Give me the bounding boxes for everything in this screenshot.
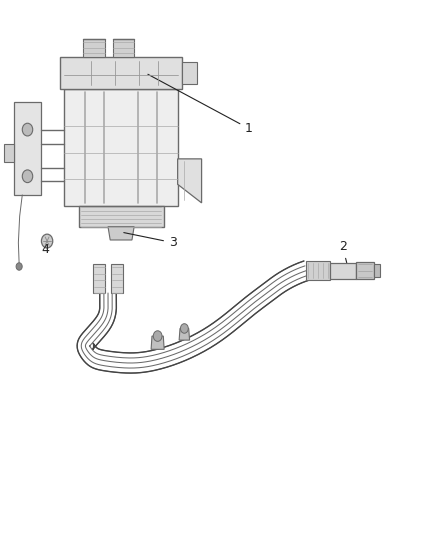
Circle shape (180, 324, 188, 333)
Polygon shape (93, 264, 106, 293)
Polygon shape (356, 262, 374, 279)
Polygon shape (113, 38, 134, 57)
Text: 1: 1 (148, 74, 253, 135)
Polygon shape (182, 62, 197, 84)
Polygon shape (79, 206, 163, 227)
Polygon shape (330, 263, 356, 279)
Polygon shape (108, 227, 134, 240)
Polygon shape (179, 328, 190, 340)
Circle shape (22, 170, 33, 183)
Polygon shape (64, 89, 178, 206)
Circle shape (42, 234, 53, 248)
Polygon shape (60, 57, 182, 89)
Polygon shape (14, 102, 41, 195)
Circle shape (16, 263, 22, 270)
Text: 2: 2 (339, 240, 347, 263)
Circle shape (153, 331, 162, 341)
Polygon shape (178, 159, 201, 203)
Polygon shape (151, 336, 164, 349)
Polygon shape (4, 143, 14, 162)
Polygon shape (306, 262, 330, 280)
Text: 4: 4 (41, 243, 49, 255)
Polygon shape (374, 264, 380, 277)
Polygon shape (111, 264, 123, 293)
Text: 3: 3 (124, 232, 177, 249)
Polygon shape (83, 38, 105, 57)
Circle shape (22, 123, 33, 136)
